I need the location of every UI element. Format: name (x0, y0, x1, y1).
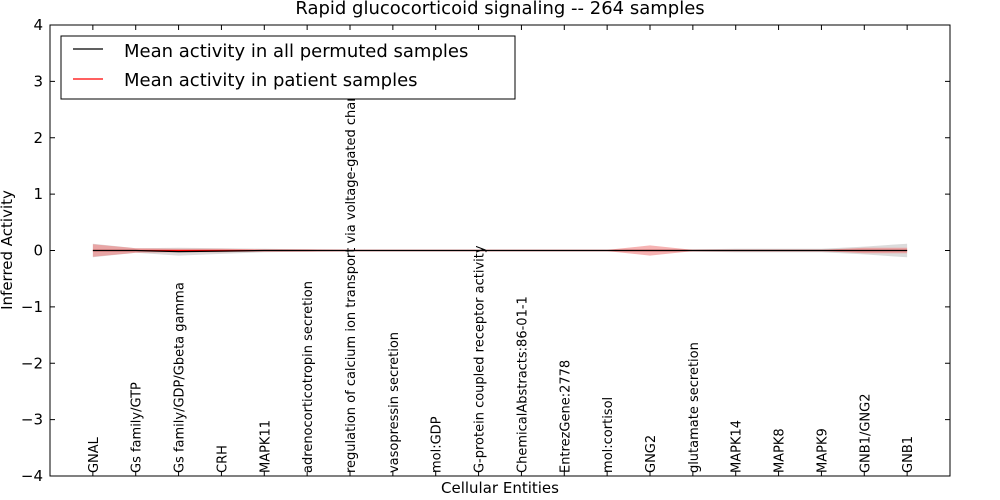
y-tick-label: 3 (33, 72, 43, 90)
legend: Mean activity in all permuted samples Me… (60, 35, 516, 100)
legend-label-permuted: Mean activity in all permuted samples (124, 41, 468, 62)
x-tick-label: regulation of calcium ion transport via … (344, 74, 359, 473)
x-tick-label: GNB1/GNG2 (858, 393, 873, 473)
x-tick-label: GNB1 (901, 436, 916, 473)
line-permuted (92, 249, 908, 253)
y-tick-label: 1 (33, 185, 43, 203)
x-tick-label: Gs family/GTP (130, 382, 145, 473)
x-tick-label: adrenocorticotropin secretion (301, 281, 316, 473)
legend-box (60, 35, 516, 100)
x-tick-label: MAPK9 (815, 428, 830, 473)
x-tick-label: GNAL (87, 436, 102, 473)
y-tick-label: −4 (21, 467, 43, 485)
y-axis-label: Inferred Activity (0, 190, 16, 310)
y-tick-label: 4 (33, 16, 43, 34)
x-tick-label: MAPK11 (258, 420, 273, 473)
x-tick-label: Gs family/GDP/Gbeta gamma (173, 282, 188, 473)
x-tick-labels: GNAL Gs family/GTP Gs family/GDP/Gbeta gam… (87, 74, 916, 473)
series-lines (92, 249, 908, 253)
x-tick-label: CRH (215, 445, 230, 473)
y-axis: 4 3 2 1 0 −1 −2 −3 −4 (21, 16, 950, 485)
x-tick-label: glutamate secretion (687, 342, 702, 473)
y-tick-label: 0 (33, 242, 43, 260)
x-tick-label: ChemicalAbstracts:86-01-1 (515, 296, 530, 473)
y-tick-label: −3 (21, 411, 43, 429)
y-tick-label: −2 (21, 354, 43, 372)
x-tick-label: MAPK8 (773, 428, 788, 473)
x-tick-label: mol:cortisol (601, 397, 616, 473)
x-tick-label: EntrezGene:2778 (558, 360, 573, 473)
x-tick-label: mol:GDP (430, 416, 445, 473)
x-tick-label: MAPK14 (730, 420, 745, 473)
x-tick-label: G-protein coupled receptor activity (473, 245, 488, 473)
legend-label-patient: Mean activity in patient samples (124, 70, 418, 91)
x-tick-marks (92, 25, 908, 476)
x-axis-label: Cellular Entities (441, 479, 559, 497)
chart-title: Rapid glucocorticoid signaling -- 264 sa… (295, 0, 704, 19)
x-tick-label: GNG2 (644, 435, 659, 473)
y-tick-label: 2 (33, 129, 43, 147)
x-tick-label: vasopressin secretion (387, 332, 402, 473)
y-tick-label: −1 (21, 298, 43, 316)
